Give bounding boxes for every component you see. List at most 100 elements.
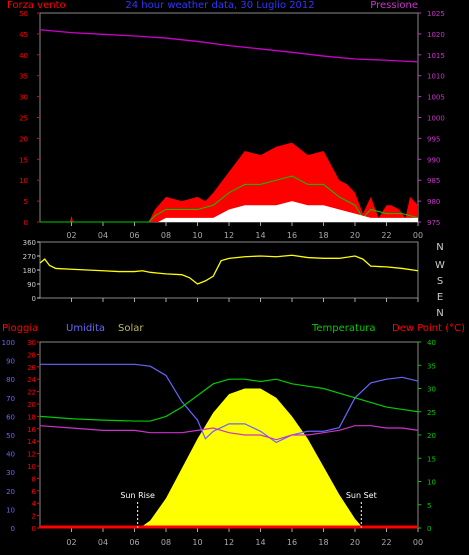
p1-x-tick-label: 10 [192, 231, 202, 240]
rain-tick-label: 18 [27, 413, 36, 421]
pressure-tick-label: 985 [427, 177, 440, 185]
p1-x-tick-label: 14 [255, 231, 265, 240]
temperature-tick-label: 10 [427, 479, 436, 487]
rain-tick-label: 28 [27, 351, 36, 359]
direction-tick-label: 0 [32, 295, 36, 303]
humidity-tick-label: 60 [6, 413, 15, 421]
rain-tick-label: 6 [32, 488, 37, 496]
wind-tick-label: 50 [19, 10, 28, 18]
rain-tick-label: 20 [27, 401, 36, 409]
wind-tick-label: 35 [19, 73, 28, 81]
pressure-tick-label: 1015 [427, 52, 445, 60]
p3-x-tick-label: 10 [192, 538, 202, 547]
direction-tick-label: 180 [23, 267, 36, 275]
humidity-tick-label: 0 [11, 525, 15, 533]
p1-x-tick-label: 20 [350, 231, 360, 240]
p1-x-tick-label: 02 [66, 231, 76, 240]
rain-tick-label: 14 [27, 438, 36, 446]
p3-x-tick-label: 14 [255, 538, 265, 547]
pressure-tick-label: 975 [427, 219, 440, 227]
p3-x-tick-label: 18 [318, 538, 328, 547]
pressure-tick-label: 995 [427, 135, 440, 143]
compass-label: N [436, 308, 443, 319]
wind-tick-label: 10 [19, 177, 28, 185]
wind-gust-area [40, 142, 418, 222]
sunrise-label: Sun Rise [120, 491, 155, 500]
p1-x-tick-label: 16 [287, 231, 297, 240]
p1-x-tick-label: 06 [129, 231, 139, 240]
wind-avg-line [40, 175, 419, 223]
p1-x-tick-label: 00 [413, 231, 423, 240]
wind-tick-label: 40 [19, 52, 28, 60]
rain-tick-label: 0 [32, 525, 36, 533]
solar-area [40, 388, 418, 528]
wind-axis-title: Forza vento [7, 0, 66, 11]
p3-x-tick-label: 06 [129, 538, 139, 547]
temperature-tick-label: 0 [427, 525, 431, 533]
rain-tick-label: 2 [32, 513, 36, 521]
wind-tick-label: 5 [24, 198, 28, 206]
solar-axis-title: Solar [118, 323, 144, 334]
p1-x-tick-label: 18 [318, 231, 328, 240]
pressure-axis-title: Pressione [370, 0, 418, 11]
dew-point-line [39, 425, 419, 441]
pressure-tick-label: 990 [427, 156, 440, 164]
temperature-tick-label: 40 [427, 339, 436, 347]
wind-tick-label: 45 [19, 31, 28, 39]
chart-title: 24 hour weather data, 30 Luglio 2012 [125, 0, 314, 11]
pressure-tick-label: 1025 [427, 10, 445, 18]
humidity-axis-title: Umidita [66, 323, 105, 334]
compass-label: N [436, 242, 443, 253]
temperature-line [39, 378, 419, 422]
p3-x-tick-label: 20 [350, 538, 360, 547]
humidity-tick-label: 100 [2, 339, 15, 347]
compass-label: W [435, 260, 445, 271]
rain-tick-label: 4 [32, 500, 37, 508]
wind-tick-label: 0 [24, 219, 28, 227]
direction-tick-label: 360 [23, 239, 36, 247]
rain-tick-label: 16 [27, 426, 36, 434]
humidity-tick-label: 70 [6, 395, 15, 403]
humidity-tick-label: 20 [6, 488, 15, 496]
rain-tick-label: 22 [27, 389, 36, 397]
humidity-tick-label: 10 [6, 506, 15, 514]
pressure-line [39, 29, 419, 63]
temperature-tick-label: 15 [427, 455, 436, 463]
wind-tick-label: 20 [19, 135, 28, 143]
compass-label: S [437, 276, 443, 287]
p3-x-tick-label: 04 [98, 538, 108, 547]
humidity-tick-label: 80 [6, 376, 15, 384]
wind-direction-line [39, 254, 419, 285]
rain-axis-title: Pioggia [2, 323, 38, 334]
p1-x-tick-label: 04 [98, 231, 108, 240]
p3-x-tick-label: 08 [161, 538, 171, 547]
humidity-tick-label: 40 [6, 451, 15, 459]
humidity-line [40, 363, 419, 444]
wind-min-area [40, 201, 418, 222]
pressure-tick-label: 1020 [427, 31, 445, 39]
temperature-tick-label: 25 [427, 409, 436, 417]
rain-tick-label: 12 [27, 451, 36, 459]
compass-label: E [437, 292, 443, 303]
humidity-tick-label: 50 [6, 432, 15, 440]
pressure-tick-label: 1005 [427, 94, 445, 102]
direction-tick-label: 270 [23, 253, 36, 261]
p3-x-tick-label: 22 [381, 538, 391, 547]
direction-tick-label: 90 [27, 281, 36, 289]
temperature-tick-label: 5 [427, 502, 431, 510]
temperature-tick-label: 20 [427, 432, 436, 440]
rain-tick-label: 8 [32, 475, 36, 483]
p1-x-tick-label: 08 [161, 231, 171, 240]
p3-x-tick-label: 12 [224, 538, 234, 547]
humidity-tick-label: 30 [6, 469, 15, 477]
wind-tick-label: 15 [19, 156, 28, 164]
sunset-label: Sun Set [346, 491, 377, 500]
rain-tick-label: 10 [27, 463, 36, 471]
pressure-tick-label: 980 [427, 198, 440, 206]
p3-x-tick-label: 00 [413, 538, 423, 547]
temperature-tick-label: 30 [427, 386, 436, 394]
dew-axis-title: Dew Point (°C) [392, 323, 465, 334]
p1-x-tick-label: 12 [224, 231, 234, 240]
pressure-tick-label: 1000 [427, 115, 445, 123]
